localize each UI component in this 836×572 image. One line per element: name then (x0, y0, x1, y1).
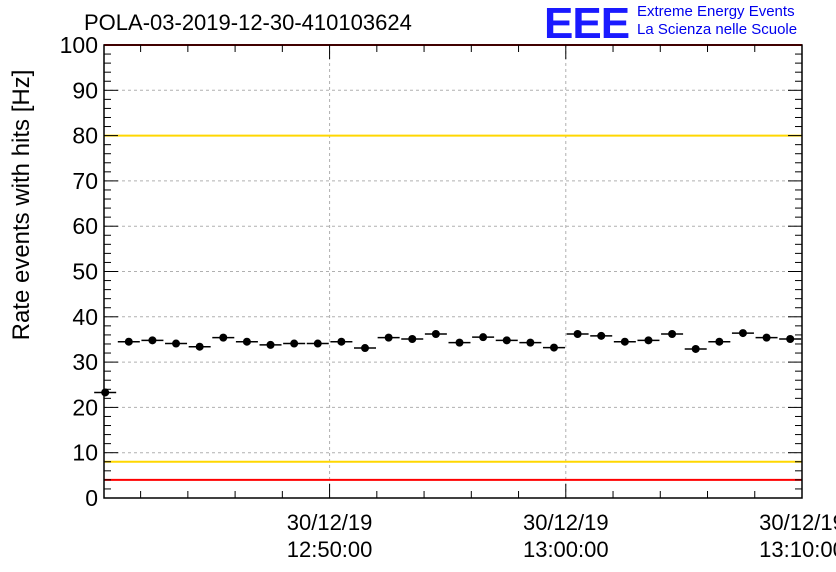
data-point (526, 338, 535, 347)
data-point (549, 343, 558, 352)
axis-ticks (104, 44, 803, 499)
data-point (455, 338, 464, 347)
data-point (124, 337, 133, 346)
data-point (786, 334, 795, 343)
data-point (715, 337, 724, 346)
y-tick-label: 10 (72, 440, 98, 466)
y-tick-label: 20 (72, 394, 98, 420)
data-point (172, 339, 181, 348)
data-point (219, 333, 228, 342)
data-point (148, 336, 157, 345)
data-point (337, 337, 346, 346)
logo-caption: Extreme Energy Events La Scienza nelle S… (637, 3, 797, 39)
x-tick-labels: 30/12/1912:50:0030/12/1913:00:0030/12/19… (287, 510, 836, 562)
data-point (431, 330, 440, 339)
x-tick-label-time: 12:50:00 (287, 537, 373, 562)
logo-caption-line1: Extreme Energy Events (637, 3, 795, 20)
grid-lines (104, 45, 802, 498)
data-point (644, 336, 653, 345)
data-point (266, 340, 275, 349)
logo-caption-line2: La Scienza nelle Scuole (637, 21, 798, 38)
y-tick-label: 60 (72, 213, 98, 239)
chart-title: POLA-03-2019-12-30-410103624 (84, 10, 412, 35)
x-tick-label-time: 13:00:00 (523, 537, 609, 562)
data-point (408, 334, 417, 343)
data-point (313, 339, 322, 348)
data-point (290, 339, 299, 348)
data-point (242, 337, 251, 346)
data-point (691, 344, 700, 353)
threshold-lines (104, 44, 802, 481)
data-point (597, 331, 606, 340)
data-point (762, 333, 771, 342)
data-point (384, 333, 393, 342)
data-point (101, 388, 110, 397)
y-tick-label: 80 (72, 123, 98, 149)
x-tick-label-date: 30/12/19 (523, 510, 609, 535)
data-point (738, 329, 747, 338)
y-tick-label: 70 (72, 168, 98, 194)
eee-logo: EEE (544, 0, 630, 48)
y-tick-label: 90 (72, 77, 98, 103)
data-point (195, 342, 204, 351)
data-point (361, 344, 370, 353)
data-points (94, 329, 802, 397)
y-tick-labels: 0 10 20 30 40 50 60 70 80 90 100 (60, 32, 98, 511)
data-point (573, 330, 582, 339)
data-point (620, 337, 629, 346)
y-tick-label: 30 (72, 349, 98, 375)
x-tick-label-time: 13:10:00 (759, 537, 836, 562)
data-point (502, 336, 511, 345)
data-point (479, 333, 488, 342)
y-tick-label: 40 (72, 304, 98, 330)
x-tick-label-date: 30/12/19 (759, 510, 836, 535)
data-point (668, 330, 677, 339)
y-tick-label: 0 (85, 485, 98, 511)
y-axis-label: Rate events with hits [Hz] (8, 69, 35, 341)
x-tick-label-date: 30/12/19 (287, 510, 373, 535)
y-tick-label: 50 (72, 259, 98, 285)
y-tick-label: 100 (60, 32, 98, 58)
